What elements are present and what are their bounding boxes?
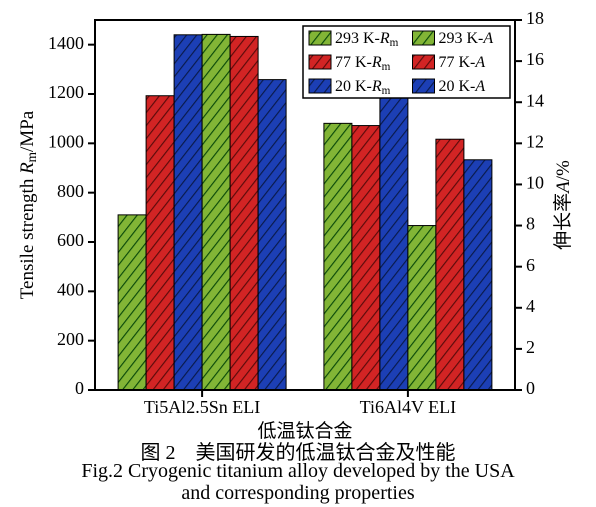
yright-tick-12: 12 (526, 131, 544, 151)
legend-swatch-293K-Rm (309, 31, 331, 45)
yleft-tick-1400: 1400 (48, 33, 84, 53)
bar-20K-A-1 (464, 160, 492, 390)
bar-77K-A-1 (436, 139, 464, 390)
caption-en-line1: Fig.2 Cryogenic titanium alloy developed… (0, 460, 596, 483)
yright-tick-10: 10 (526, 173, 544, 193)
svg-text:伸长率A/%: 伸长率A/% (552, 160, 574, 250)
yright-tick-16: 16 (526, 49, 544, 69)
yright-title: 伸长率A/% (552, 160, 574, 250)
yleft-tick-200: 200 (57, 329, 84, 349)
svg-text:Tensile strength Rm/MPa: Tensile strength Rm/MPa (17, 110, 39, 299)
legend-label-293K-Rm: 293 K-Rm (335, 30, 399, 49)
yright-tick-8: 8 (526, 214, 535, 234)
yleft-tick-600: 600 (57, 230, 84, 250)
caption-en1-text: Fig.2 Cryogenic titanium alloy developed… (81, 460, 514, 482)
legend-label-77K-A: 77 K-A (439, 54, 486, 71)
legend-swatch-293K-A (413, 31, 435, 45)
bar-chart: 0 200 400 600 800 1000 1200 1400 0 2 4 6 8 10 12 14 16 18… (0, 0, 596, 440)
bar-77K-Rm-1 (352, 126, 380, 390)
legend-label-20K-A: 20 K-A (439, 78, 486, 95)
bar-293K-Rm-1 (324, 123, 352, 390)
xcat-0: Ti5Al2.5Sn ELI (144, 397, 260, 417)
bar-293K-A-1 (408, 226, 436, 390)
yright-tick-2: 2 (526, 337, 535, 357)
bar-293K-Rm-0 (118, 215, 146, 390)
yleft-title: Tensile strength Rm/MPa (17, 110, 39, 299)
yright-tick-0: 0 (526, 378, 535, 398)
legend-swatch-77K-Rm (309, 55, 331, 69)
bar-293K-A-0 (202, 34, 230, 390)
yleft-tick-1000: 1000 (48, 131, 84, 151)
bar-20K-Rm-0 (174, 35, 202, 390)
bar-77K-Rm-0 (146, 96, 174, 390)
legend-swatch-20K-Rm (309, 79, 331, 93)
legend-label-293K-A: 293 K-A (439, 30, 494, 47)
yright-tick-14: 14 (526, 90, 544, 110)
yright-tick-4: 4 (526, 296, 535, 316)
yleft-tick-1200: 1200 (48, 82, 84, 102)
yright-tick-18: 18 (526, 8, 544, 28)
bar-20K-A-0 (258, 80, 286, 390)
legend-swatch-77K-A (413, 55, 435, 69)
yleft-tick-800: 800 (57, 181, 84, 201)
yleft-tick-0: 0 (75, 378, 84, 398)
caption-en2-text: and corresponding properties (181, 482, 414, 504)
bar-77K-A-0 (230, 36, 258, 390)
yleft-tick-400: 400 (57, 279, 84, 299)
yright-tick-6: 6 (526, 255, 535, 275)
bar-20K-Rm-1 (380, 87, 408, 390)
caption-en-line2: and corresponding properties (0, 482, 596, 505)
legend-swatch-20K-A (413, 79, 435, 93)
xcat-1: Ti6Al4V ELI (360, 397, 457, 417)
